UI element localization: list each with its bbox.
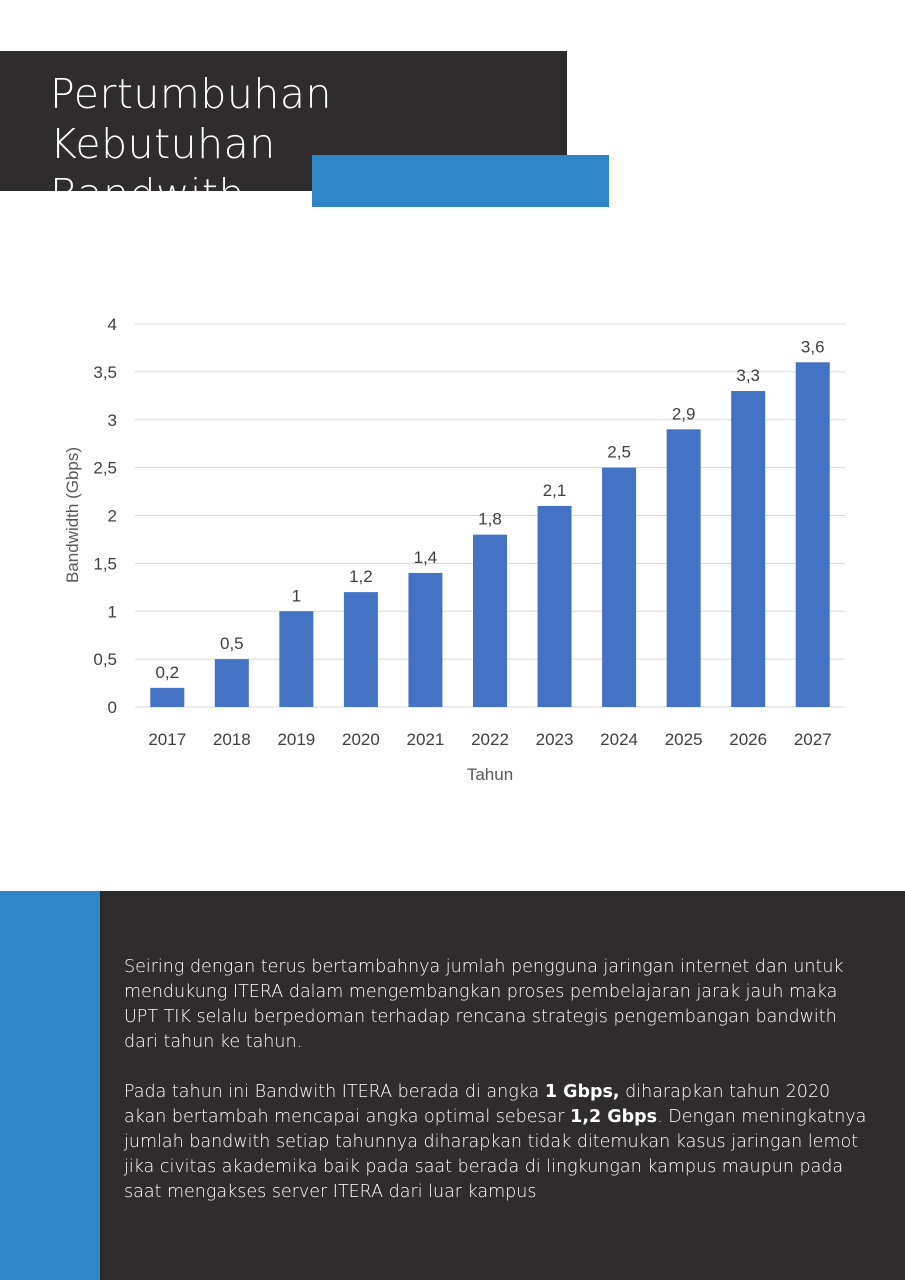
description-block: Seiring dengan terus bertambahnya jumlah… — [0, 891, 905, 1280]
x-tick-label-2023: 2023 — [536, 730, 574, 749]
y-axis-title: Bandwidth (Gbps) — [63, 447, 82, 583]
page-title: Pertumbuhan Kebutuhan Bandwith — [50, 69, 567, 219]
data-label-2024: 2,5 — [607, 443, 631, 462]
bar-2020 — [343, 592, 378, 707]
title-block: Pertumbuhan Kebutuhan Bandwith — [0, 51, 567, 218]
page-title-line-1: Pertumbuhan Kebutuhan — [50, 70, 332, 168]
x-tick-label-2017: 2017 — [148, 730, 186, 749]
data-label-2027: 3,6 — [801, 337, 825, 356]
y-axis-ticks: 0 0,5 1 1,5 2 2,5 3 3,5 4 — [93, 315, 117, 717]
bar-2024 — [602, 467, 637, 707]
highlight-1-2-gbps: 1,2 Gbps — [570, 1107, 658, 1127]
bars — [150, 362, 830, 707]
y-tick-label: 2 — [108, 507, 117, 526]
x-axis-title: Tahun — [467, 765, 513, 784]
bar-chart-svg: 0 0,5 1 1,5 2 2,5 3 3,5 4 0,2 0,5 1 1,2 1,4 1,8 2,1 2,5… — [63, 315, 845, 784]
y-tick-label: 1 — [108, 602, 117, 621]
data-label-2017: 0,2 — [155, 663, 179, 682]
y-tick-label: 3,5 — [93, 363, 117, 382]
y-tick-label: 0 — [108, 698, 117, 717]
bar-2017 — [150, 687, 185, 707]
bar-2023 — [537, 505, 572, 707]
y-tick-label: 1,5 — [93, 554, 117, 573]
x-tick-label-2021: 2021 — [407, 730, 445, 749]
y-tick-label: 4 — [108, 315, 117, 334]
x-tick-label-2022: 2022 — [471, 730, 509, 749]
bar-2027 — [795, 362, 830, 707]
description-accent-bar — [0, 891, 100, 1280]
bar-2022 — [473, 534, 507, 707]
x-tick-label-2018: 2018 — [213, 730, 251, 749]
data-label-2022: 1,8 — [478, 510, 502, 529]
data-label-2020: 1,2 — [349, 567, 373, 586]
x-tick-label-2026: 2026 — [729, 730, 767, 749]
y-tick-label: 3 — [108, 411, 117, 430]
x-tick-label-2027: 2027 — [794, 730, 832, 749]
bar-2025 — [666, 429, 701, 707]
page-title-line-2: Bandwith — [50, 170, 245, 218]
bandwidth-chart: 0 0,5 1 1,5 2 2,5 3 3,5 4 0,2 0,5 1 1,2 1,4 1,8 2,1 2,5… — [0, 290, 905, 810]
bar-2018 — [214, 659, 249, 707]
y-tick-label: 2,5 — [93, 459, 117, 478]
paragraph-2-part-e: . Dengan meningkatnya jumlah bandwith se… — [124, 1107, 867, 1202]
bar-2026 — [731, 391, 766, 707]
data-label-2018: 0,5 — [220, 634, 244, 653]
x-tick-label-2024: 2024 — [600, 730, 638, 749]
description-paragraph-2: Pada tahun ini Bandwith ITERA berada di … — [124, 1080, 874, 1205]
data-label-2019: 1 — [292, 586, 301, 605]
y-tick-label: 0,5 — [93, 650, 117, 669]
x-tick-label-2019: 2019 — [277, 730, 315, 749]
description-text: Seiring dengan terus bertambahnya jumlah… — [124, 955, 874, 1230]
paragraph-2-part-a: Pada tahun ini Bandwith ITERA berada di … — [124, 1082, 545, 1102]
data-label-2021: 1,4 — [414, 548, 438, 567]
title-accent-bar — [312, 155, 609, 207]
x-axis-ticks: 2017 2018 2019 2020 2021 2022 2023 2024 2025 2026… — [148, 730, 831, 749]
bar-2021 — [408, 572, 443, 707]
data-label-2026: 3,3 — [736, 366, 760, 385]
data-label-2023: 2,1 — [543, 481, 567, 500]
x-tick-label-2020: 2020 — [342, 730, 380, 749]
description-paragraph-1: Seiring dengan terus bertambahnya jumlah… — [124, 957, 844, 1052]
highlight-1-gbps: 1 Gbps, — [544, 1082, 620, 1102]
bar-2019 — [279, 611, 314, 707]
x-tick-label-2025: 2025 — [665, 730, 703, 749]
paragraph-2-part-c: diharapkan tahun 2020 akan bertambah men… — [124, 1082, 831, 1127]
data-labels: 0,2 0,5 1 1,2 1,4 1,8 2,1 2,5 2,9 3,3 3,6 — [155, 337, 824, 682]
data-label-2025: 2,9 — [672, 404, 696, 423]
